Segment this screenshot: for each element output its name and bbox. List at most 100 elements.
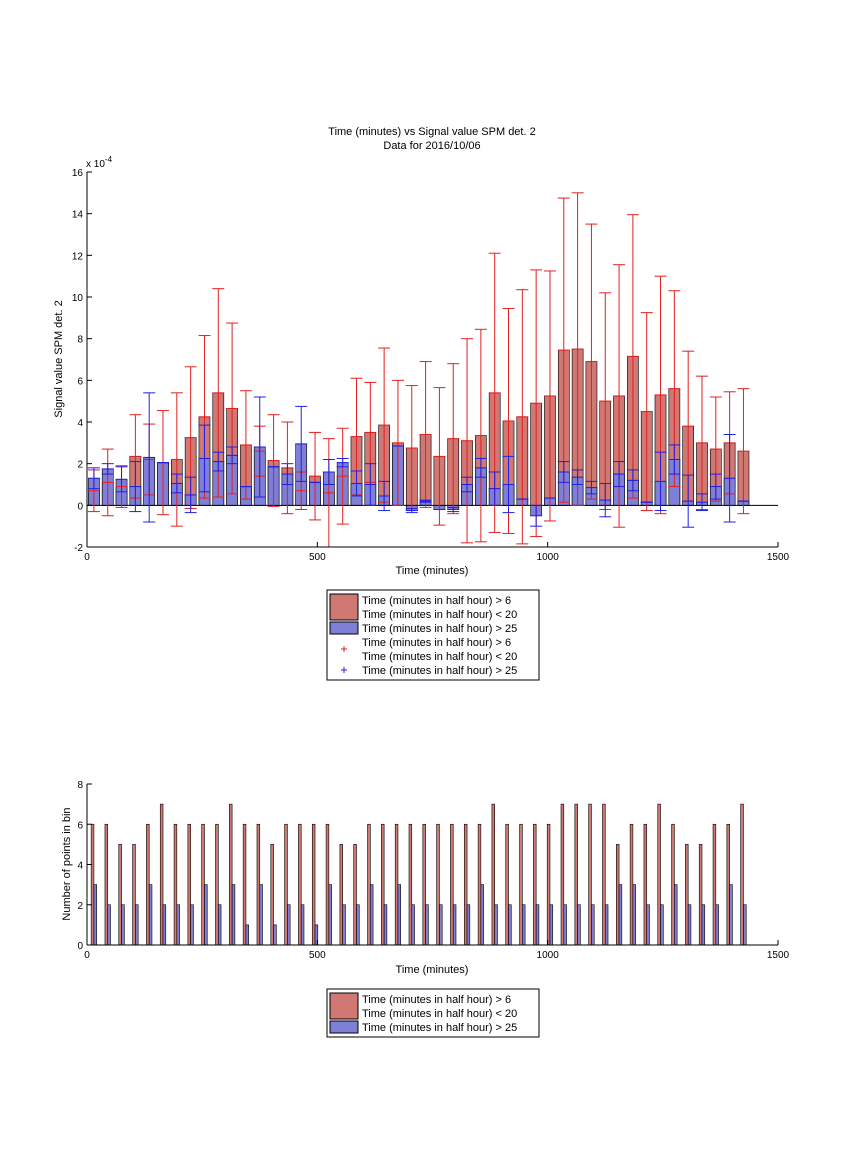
chart2-blue-bar (135, 904, 139, 946)
chart2-blue-bar (383, 904, 388, 946)
chart2-red-bar (602, 803, 606, 946)
chart1-legend-swatch-1 (329, 621, 359, 635)
chart2-red-bar (712, 823, 717, 946)
chart1-y-tick-label: 4 (77, 418, 83, 429)
chart1-xlabel: Time (minutes) (396, 565, 469, 577)
chart2-red-bar (325, 823, 330, 946)
chart1-x-tick-label: 0 (84, 552, 90, 563)
chart2-red-bar (104, 823, 109, 946)
chart2-blue-bar (715, 904, 719, 946)
chart2-axes: 0 2 4 6 8 0 500 1000 1500 (77, 780, 789, 961)
chart1-y-tick-label: 12 (72, 251, 84, 262)
chart2-blue-bar (370, 884, 374, 946)
chart2-blue-bar (660, 904, 664, 946)
chart2-blue-bar (535, 904, 540, 946)
chart2-red-bar (215, 823, 219, 946)
chart2-legend-swatch-0 (329, 992, 359, 1020)
chart2-blue-bar (231, 884, 236, 946)
chart2-x-tick-label: 500 (309, 950, 326, 961)
chart2-blue-bar (107, 904, 111, 946)
chart2-ylabel: Number of points in bin (61, 807, 73, 920)
chart2-blue-bar (549, 904, 554, 946)
chart2-red-bar (740, 803, 744, 946)
chart1-y-tick-label: -2 (74, 543, 83, 554)
chart1-y-tick-label: 16 (72, 168, 84, 179)
chart2-x-tick-label: 1500 (767, 950, 790, 961)
chart2-blue-bar (287, 904, 291, 946)
chart1-y-tick-label: 2 (77, 460, 83, 471)
chart2-red-bar (159, 803, 164, 946)
chart1-ylabel: Signal value SPM det. 2 (53, 300, 65, 417)
chart2-red-bar (256, 823, 261, 946)
chart2-red-bar (173, 823, 178, 946)
chart2-red-bar (298, 823, 302, 946)
chart2-red-bar (187, 823, 191, 946)
chart2-red-bar (588, 803, 592, 946)
chart1-legend-label-0: Time (minutes in half hour) < 20 (362, 609, 517, 621)
chart2-red-bar (381, 823, 385, 946)
chart2-blue-bar (121, 904, 125, 946)
chart2-blue-bar (591, 904, 595, 946)
chart1-legend: Time (minutes in half hour) > 6 Time (min… (326, 589, 540, 681)
chart2-red-bar (339, 844, 343, 946)
chart2-y-tick-label: 8 (77, 780, 83, 791)
chart2-blue-bar (356, 904, 360, 946)
chart2-red-bar (726, 823, 730, 946)
chart2-blue-bar (204, 884, 208, 946)
chart1-x-tick-label: 1500 (767, 552, 790, 563)
chart2-red-bar (519, 823, 523, 946)
chart2-blue-bar (176, 904, 180, 946)
chart2-blue-bar (342, 904, 346, 946)
chart1-exponent-power: -4 (105, 155, 113, 164)
chart2-red-bar (353, 844, 357, 946)
chart1-y-tick-label: 6 (77, 376, 83, 387)
chart2-red-bar (477, 823, 482, 946)
chart2-red-bar (574, 803, 578, 946)
chart2-blue-bar (646, 904, 650, 946)
chart2-red-bar (463, 823, 468, 946)
chart1-legend-box (326, 589, 540, 681)
chart2-blue-bar (245, 924, 249, 946)
chart2-legend-label-0: Time (minutes in half hour) > 6 (362, 994, 511, 1006)
chart2-y-tick-label: 2 (77, 901, 83, 912)
chart2-blue-bar (148, 884, 153, 946)
chart2-legend-label-1: Time (minutes in half hour) > 25 (362, 1022, 517, 1034)
chart2-blue-bar (93, 884, 97, 946)
chart1-subtitle: Data for 2016/10/06 (383, 140, 480, 152)
chart2-red-bar (616, 844, 620, 946)
chart2-y-tick-label: 0 (77, 941, 83, 952)
chart2-red-bar (132, 844, 136, 946)
chart1-legend-label-0: Time (minutes in half hour) > 6 (362, 595, 511, 607)
chart1-legend-label-1: Time (minutes in half hour) > 25 (362, 623, 517, 635)
chart2-red-bar (229, 803, 233, 946)
chart2-red-bar (270, 844, 274, 946)
chart2-blue-bar (425, 904, 429, 946)
chart2-xlabel: Time (minutes) (396, 964, 469, 976)
chart2-x-tick-label: 1000 (537, 950, 560, 961)
chart2-blue-bar (743, 904, 747, 946)
chart2-blue-bar (397, 884, 402, 946)
chart2-red-bar (242, 823, 247, 946)
chart2-red-bar (685, 844, 689, 946)
chart2-blue-bar (411, 904, 415, 946)
chart2-blue-bar (508, 904, 512, 946)
chart2-legend-swatch-1 (329, 1020, 359, 1034)
chart2-red-bar (671, 823, 675, 946)
chart2-blue-bar (494, 904, 498, 946)
chart2-blue-bar (300, 904, 305, 946)
chart2-blue-bar (687, 904, 692, 946)
chart2-red-bar (450, 823, 454, 946)
chart2-red-bar (560, 803, 565, 946)
chart2-blue-bar (466, 904, 471, 946)
chart1-legend-label-2: Time (minutes in half hour) > 6 (362, 637, 511, 649)
chart1-legend-label-2: Time (minutes in half hour) < 20 (362, 651, 517, 663)
chart1-y-tick-label: 14 (72, 210, 84, 221)
chart1-y-tick-label: 10 (72, 293, 84, 304)
chart2-blue-bar (452, 904, 457, 946)
chart2-red-bar (201, 823, 205, 946)
chart2-blue-bar (162, 904, 167, 946)
chart2-red-bar (698, 844, 703, 946)
chart2-blue-bar (632, 884, 636, 946)
